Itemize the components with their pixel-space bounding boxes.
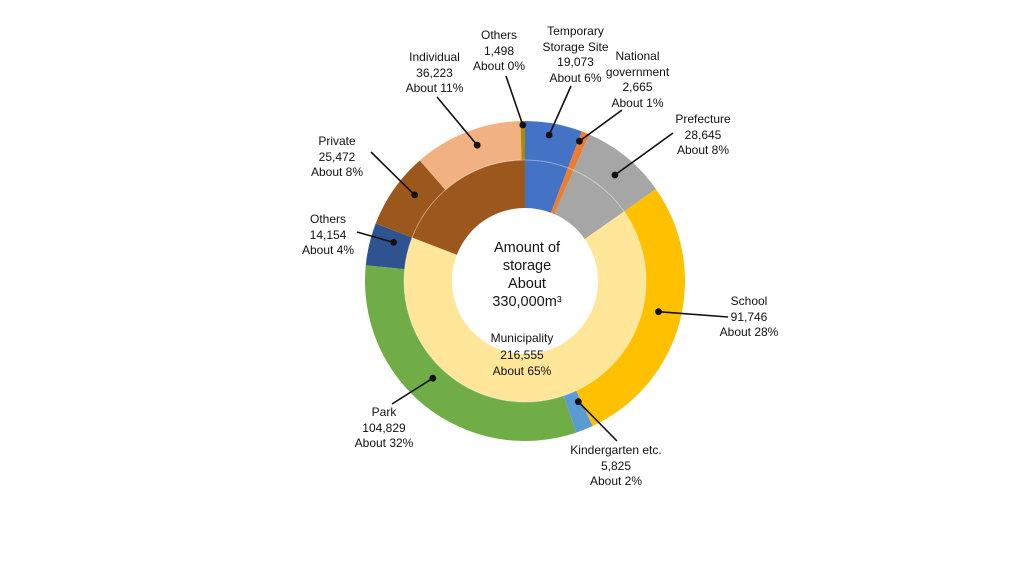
slice-name: National government bbox=[605, 49, 670, 79]
slice-percent: About 32% bbox=[354, 436, 414, 450]
slice-value: 28,645 bbox=[684, 127, 722, 142]
slice-name: Park bbox=[371, 405, 397, 419]
ring-seam bbox=[403, 159, 647, 403]
outer-slice-others bbox=[520, 121, 525, 161]
label-school: School 91,746 About 28% bbox=[694, 294, 804, 341]
center-line: storage bbox=[502, 258, 552, 274]
leader-line bbox=[391, 377, 434, 405]
slice-name: Kindergarten etc. bbox=[570, 443, 662, 457]
outer-slice-park bbox=[365, 265, 577, 441]
label-others-private: Others 1,498 About 0% bbox=[459, 28, 539, 75]
inner-slice-temporary-storage-site bbox=[525, 160, 568, 213]
slice-name: School bbox=[730, 294, 768, 308]
slice-percent: About 8% bbox=[676, 143, 730, 157]
center-line: Amount of bbox=[493, 240, 561, 256]
leader-dot bbox=[473, 141, 481, 149]
label-individual: Individual 36,223 About 11% bbox=[387, 50, 482, 97]
inner-slice-prefecture bbox=[554, 170, 625, 240]
inner-slice-national-government bbox=[550, 167, 574, 215]
leader-line bbox=[356, 231, 394, 244]
leader-line bbox=[578, 109, 623, 142]
center-line: About bbox=[508, 276, 546, 292]
leader-line bbox=[505, 75, 524, 126]
label-private: Private 25,472 About 8% bbox=[292, 134, 382, 181]
leader-lines bbox=[356, 75, 729, 442]
leader-line bbox=[577, 401, 618, 442]
leader-dot bbox=[390, 239, 397, 246]
slice-name: Others bbox=[309, 212, 346, 226]
leader-dot bbox=[611, 171, 619, 179]
outer-slice-temporary-storage-site bbox=[525, 121, 582, 168]
leader-line bbox=[614, 132, 674, 176]
center-line: 330,000m³ bbox=[492, 294, 562, 310]
leader-line bbox=[370, 151, 416, 196]
slice-name: Prefecture bbox=[675, 112, 731, 126]
leader-dot bbox=[429, 374, 437, 382]
leader-dot bbox=[576, 137, 583, 145]
outer-slice-private bbox=[375, 160, 446, 238]
label-prefecture: Prefecture 28,645 About 8% bbox=[648, 112, 758, 159]
donut-outer-ring bbox=[365, 121, 686, 441]
leader-line bbox=[658, 310, 729, 318]
slice-value: 216,555 bbox=[500, 347, 544, 362]
label-others-municipality: Others 14,154 About 4% bbox=[283, 212, 373, 259]
slice-name: Others bbox=[480, 28, 517, 42]
leader-dot bbox=[519, 121, 527, 129]
inner-slice-private-group bbox=[412, 160, 525, 255]
slice-percent: About 65% bbox=[492, 364, 552, 378]
label-municipality: Municipality 216,555 About 65% bbox=[467, 330, 577, 380]
slice-percent: About 11% bbox=[405, 81, 464, 95]
slice-percent: About 8% bbox=[310, 165, 364, 179]
label-kindergarten: Kindergarten etc. 5,825 About 2% bbox=[551, 443, 681, 490]
leader-dot bbox=[655, 308, 662, 316]
leader-dot bbox=[574, 398, 582, 406]
outer-slice-individual bbox=[419, 121, 522, 190]
slice-name: Individual bbox=[409, 50, 460, 64]
outer-slice-others bbox=[365, 223, 413, 270]
slice-value: 36,223 bbox=[416, 65, 453, 80]
slice-percent: About 0% bbox=[472, 59, 526, 73]
slice-value: 1,498 bbox=[483, 43, 515, 58]
leader-dot bbox=[545, 131, 553, 139]
slice-value: 104,829 bbox=[362, 420, 406, 435]
slice-value: 91,746 bbox=[730, 309, 768, 324]
label-national-government: National government 2,665 About 1% bbox=[595, 49, 680, 111]
slice-value: 14,154 bbox=[309, 227, 347, 242]
leader-line bbox=[548, 85, 572, 136]
inner-slice-municipality bbox=[403, 211, 646, 402]
slice-percent: About 2% bbox=[589, 474, 643, 488]
outer-slice-school bbox=[576, 189, 686, 426]
outer-slice-national-government bbox=[567, 131, 590, 171]
slice-name: Temporary Storage Site bbox=[542, 24, 609, 54]
label-park: Park 104,829 About 32% bbox=[334, 405, 434, 452]
label-temporary-storage-site: Temporary Storage Site 19,073 About 6% bbox=[528, 24, 623, 86]
donut-inner-ring bbox=[403, 160, 646, 402]
chart-center-text: Amount of storage About 330,000m³ bbox=[462, 239, 592, 311]
slice-percent: About 6% bbox=[549, 70, 602, 85]
slice-percent: About 28% bbox=[719, 325, 779, 339]
slice-value: 25,472 bbox=[318, 149, 356, 164]
slice-value: 19,073 bbox=[557, 55, 594, 69]
outer-slice-kindergarten-etc- bbox=[563, 390, 593, 433]
slice-name: Municipality bbox=[490, 331, 554, 345]
slice-name: Private bbox=[318, 134, 356, 148]
leader-line bbox=[436, 96, 478, 146]
leader-dot bbox=[411, 191, 418, 199]
slice-percent: About 4% bbox=[301, 243, 355, 257]
slice-value: 2,665 bbox=[622, 80, 653, 94]
slice-value: 5,825 bbox=[600, 458, 632, 473]
slice-percent: About 1% bbox=[611, 95, 664, 110]
